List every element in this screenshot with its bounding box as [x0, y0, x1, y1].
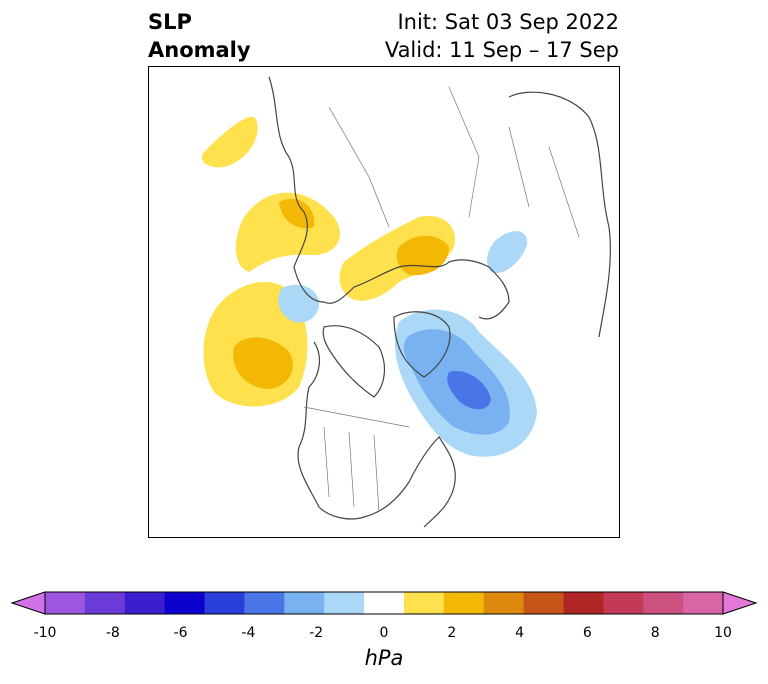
coastline-greenland — [393, 311, 451, 378]
coastline-east-asia — [268, 76, 355, 304]
colorbar-cell — [204, 592, 245, 614]
border-us-states — [323, 426, 380, 513]
colorbar-cell — [523, 592, 564, 614]
colorbar-extend-min — [10, 591, 46, 615]
colorbar-cell — [244, 592, 285, 614]
colorbar-cell — [603, 592, 644, 614]
coastline-hudson-bay — [322, 325, 386, 398]
colorbar-cell — [443, 592, 485, 614]
coastline-europe — [508, 91, 611, 338]
anomaly-pacific-core — [233, 337, 293, 389]
coastlines — [268, 76, 611, 528]
init-date-label: Init: Sat 03 Sep 2022 — [397, 10, 619, 34]
colorbar — [10, 591, 758, 615]
coastline-north-america-east — [363, 436, 456, 528]
colorbar-tick-label: -8 — [105, 625, 120, 641]
forecast-period: Init: Sat 03 Sep 2022 Valid: 11 Sep – 17… — [385, 8, 619, 64]
positive-anomaly-shading — [201, 116, 455, 407]
valid-range-label: Valid: 11 Sep – 17 Sep — [384, 38, 619, 62]
colorbar-cell — [284, 592, 325, 614]
colorbar-tick-label: -2 — [309, 625, 324, 641]
coastline-siberia — [353, 259, 490, 288]
colorbar-cell — [124, 592, 166, 614]
colorbar-tick-label: 10 — [714, 625, 732, 641]
slp-anomaly-map — [148, 66, 620, 538]
colorbar-tick-label: -10 — [33, 625, 57, 641]
colorbar-cell — [324, 592, 365, 614]
colorbar-cells — [45, 592, 724, 614]
title-variable-line1: SLP — [148, 10, 192, 34]
colorbar-extend-max — [722, 591, 758, 615]
coastline-scandinavia — [478, 266, 510, 320]
colorbar-cell — [563, 592, 604, 614]
coastline-north-america-west — [297, 341, 365, 520]
colorbar-tick-label: 6 — [582, 625, 592, 641]
anomaly-labrador-core — [447, 371, 491, 410]
colorbar-cell — [483, 592, 525, 614]
colorbar-tick-label: 2 — [447, 625, 457, 641]
colorbar-cell — [45, 592, 86, 614]
anomaly-scandinavia — [487, 231, 528, 273]
title-variable-line2: Anomaly — [148, 38, 251, 62]
colorbar-unit-label: hPa — [364, 646, 404, 670]
negative-anomaly-shading — [278, 231, 537, 457]
anomaly-alaska-main — [235, 192, 340, 272]
colorbar-cell — [643, 592, 684, 614]
anomaly-beaufort — [278, 284, 320, 323]
map-title: SLP Anomaly — [148, 8, 251, 64]
colorbar-outline — [44, 591, 724, 615]
colorbar-cell — [403, 592, 445, 614]
border-eurasia — [328, 86, 580, 238]
colorbar-tick-label: -6 — [173, 625, 188, 641]
border-us-canada — [303, 406, 410, 428]
country-borders — [303, 86, 580, 513]
colorbar-tick-label: 8 — [650, 625, 660, 641]
colorbar-cell — [84, 592, 126, 614]
colorbar-tick-label: -4 — [241, 625, 256, 641]
map-canvas — [201, 76, 611, 528]
colorbar-tick-label: 0 — [379, 625, 389, 641]
colorbar-cell — [683, 592, 724, 614]
colorbar-cell — [164, 592, 206, 614]
anomaly-alaska-north — [201, 116, 258, 168]
colorbar-cell — [364, 592, 405, 614]
anomaly-alaska-core — [279, 198, 315, 229]
colorbar-tick-label: 4 — [515, 625, 525, 641]
